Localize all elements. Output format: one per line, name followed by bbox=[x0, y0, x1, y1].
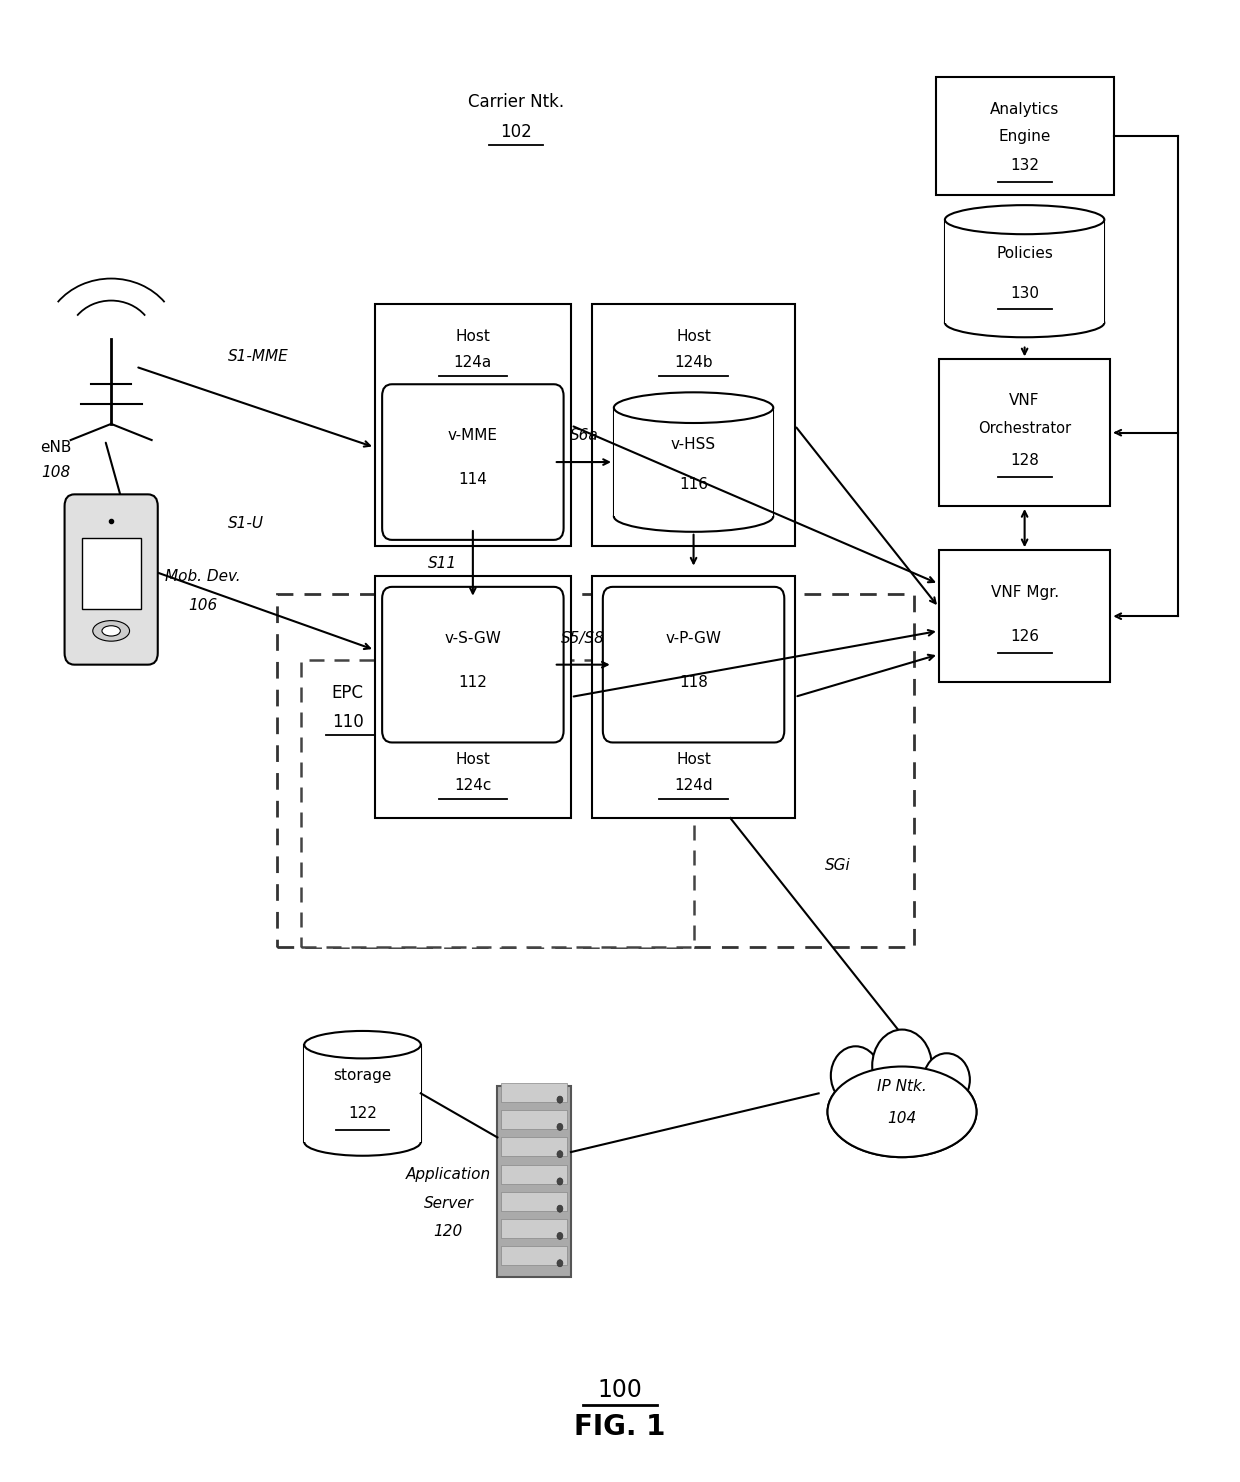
Text: Host: Host bbox=[455, 751, 490, 766]
Text: 124c: 124c bbox=[454, 778, 491, 793]
Bar bbox=[82, 538, 140, 609]
Bar bbox=[501, 1192, 567, 1211]
Bar bbox=[501, 1083, 567, 1101]
Ellipse shape bbox=[304, 1128, 420, 1156]
Circle shape bbox=[557, 1233, 563, 1239]
Text: 120: 120 bbox=[434, 1224, 463, 1239]
Circle shape bbox=[557, 1205, 563, 1212]
Text: 130: 130 bbox=[1011, 286, 1039, 301]
Bar bbox=[501, 1110, 567, 1129]
Text: Server: Server bbox=[423, 1196, 474, 1211]
Ellipse shape bbox=[827, 1067, 976, 1157]
Bar bbox=[614, 408, 774, 516]
Ellipse shape bbox=[304, 1031, 420, 1058]
Ellipse shape bbox=[831, 1046, 880, 1106]
Text: v-MME: v-MME bbox=[448, 428, 498, 443]
Ellipse shape bbox=[614, 501, 774, 532]
Text: S11: S11 bbox=[428, 556, 456, 571]
Text: IP Ntk.: IP Ntk. bbox=[877, 1079, 926, 1094]
Bar bbox=[936, 77, 1114, 194]
Text: S6a: S6a bbox=[569, 428, 598, 443]
Text: VNF Mgr.: VNF Mgr. bbox=[991, 585, 1059, 600]
Bar bbox=[301, 661, 693, 947]
Text: 128: 128 bbox=[1011, 453, 1039, 468]
Text: 108: 108 bbox=[41, 465, 71, 480]
Text: 112: 112 bbox=[459, 674, 487, 689]
Text: 118: 118 bbox=[680, 674, 708, 689]
Ellipse shape bbox=[614, 393, 774, 422]
Circle shape bbox=[557, 1178, 563, 1186]
Bar bbox=[593, 576, 795, 818]
Ellipse shape bbox=[102, 625, 120, 636]
Text: 106: 106 bbox=[188, 599, 218, 614]
Bar bbox=[593, 304, 795, 547]
Text: Host: Host bbox=[455, 329, 490, 344]
Text: Application: Application bbox=[405, 1166, 491, 1181]
Circle shape bbox=[557, 1123, 563, 1131]
Text: VNF: VNF bbox=[1009, 393, 1040, 408]
Ellipse shape bbox=[872, 1030, 931, 1103]
FancyBboxPatch shape bbox=[64, 495, 157, 664]
FancyBboxPatch shape bbox=[603, 587, 784, 742]
Text: S1-U: S1-U bbox=[228, 516, 264, 531]
Bar bbox=[374, 576, 570, 818]
FancyBboxPatch shape bbox=[382, 384, 564, 539]
Text: S1-MME: S1-MME bbox=[228, 348, 289, 365]
Bar bbox=[939, 359, 1111, 505]
Text: 124d: 124d bbox=[675, 778, 713, 793]
Ellipse shape bbox=[93, 621, 129, 642]
Text: Host: Host bbox=[676, 329, 711, 344]
Text: Policies: Policies bbox=[996, 246, 1053, 261]
Text: S5/S8: S5/S8 bbox=[562, 631, 605, 646]
Text: Orchestrator: Orchestrator bbox=[978, 421, 1071, 436]
Ellipse shape bbox=[827, 1067, 976, 1157]
Bar bbox=[501, 1137, 567, 1156]
Circle shape bbox=[557, 1150, 563, 1157]
Text: FIG. 1: FIG. 1 bbox=[574, 1412, 666, 1441]
Text: 124b: 124b bbox=[675, 356, 713, 370]
Bar bbox=[501, 1220, 567, 1237]
Text: Analytics: Analytics bbox=[990, 102, 1059, 117]
Circle shape bbox=[557, 1097, 563, 1103]
Ellipse shape bbox=[924, 1054, 970, 1106]
FancyBboxPatch shape bbox=[382, 587, 564, 742]
Bar bbox=[939, 550, 1111, 682]
Text: v-HSS: v-HSS bbox=[671, 437, 717, 452]
Text: v-S-GW: v-S-GW bbox=[444, 631, 501, 646]
Bar bbox=[374, 304, 570, 547]
Bar bbox=[304, 1045, 420, 1143]
Ellipse shape bbox=[945, 308, 1105, 338]
Text: 124a: 124a bbox=[454, 356, 492, 370]
Text: 122: 122 bbox=[348, 1107, 377, 1122]
Text: Carrier Ntk.: Carrier Ntk. bbox=[467, 93, 564, 111]
Text: v-P-GW: v-P-GW bbox=[666, 631, 722, 646]
Text: storage: storage bbox=[334, 1069, 392, 1083]
Text: Host: Host bbox=[676, 751, 711, 766]
Text: 132: 132 bbox=[1011, 159, 1039, 173]
Text: 116: 116 bbox=[680, 477, 708, 492]
Bar bbox=[501, 1165, 567, 1184]
Text: 110: 110 bbox=[332, 713, 363, 731]
Bar bbox=[501, 1246, 567, 1266]
Text: SGi: SGi bbox=[826, 858, 851, 873]
Text: 126: 126 bbox=[1011, 630, 1039, 645]
Text: 100: 100 bbox=[598, 1378, 642, 1402]
Circle shape bbox=[557, 1260, 563, 1267]
Text: Mob. Dev.: Mob. Dev. bbox=[165, 569, 241, 584]
Ellipse shape bbox=[945, 205, 1105, 234]
Bar bbox=[277, 594, 914, 947]
Bar bbox=[945, 219, 1105, 323]
Text: eNB: eNB bbox=[41, 440, 72, 455]
Bar bbox=[497, 1086, 570, 1277]
Text: Engine: Engine bbox=[998, 129, 1050, 144]
Text: 102: 102 bbox=[500, 123, 532, 141]
Text: EPC: EPC bbox=[332, 683, 363, 701]
Text: 114: 114 bbox=[459, 473, 487, 488]
Text: 104: 104 bbox=[888, 1112, 916, 1126]
